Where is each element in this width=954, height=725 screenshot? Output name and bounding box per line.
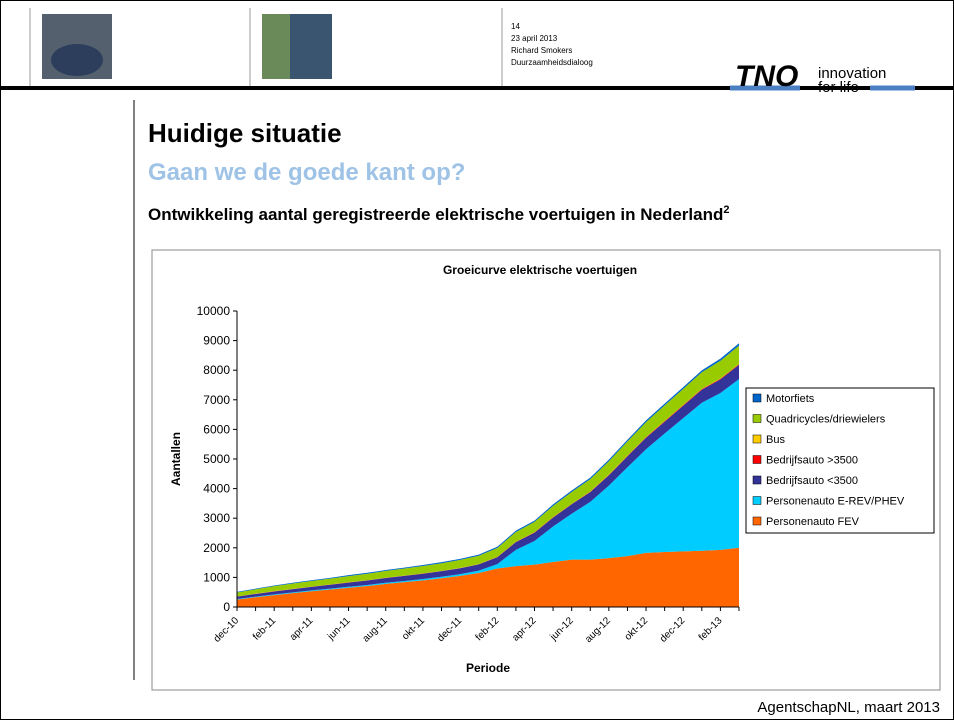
y-tick-label: 7000 — [203, 393, 230, 407]
logo: TNO — [735, 60, 798, 93]
satellite-photo-water — [290, 14, 332, 79]
legend-swatch — [753, 456, 761, 464]
y-tick-label: 6000 — [203, 422, 230, 436]
title: Huidige situatie — [148, 118, 342, 148]
heading-sup: 2 — [723, 204, 729, 216]
car-photo-detail — [51, 44, 103, 76]
x-axis-label: Periode — [466, 661, 510, 675]
y-tick-label: 3000 — [203, 511, 230, 525]
y-tick-label: 8000 — [203, 363, 230, 377]
legend-label: Bedrijfsauto >3500 — [766, 455, 858, 467]
heading: Ontwikkeling aantal geregistreerde elekt… — [148, 204, 729, 224]
legend-swatch — [753, 435, 761, 443]
slide-number: 14 — [511, 22, 520, 31]
slide-canvas: 14 23 april 2013 Richard Smokers Duurzaa… — [0, 0, 954, 720]
author: Richard Smokers — [511, 46, 572, 55]
legend-label: Bus — [766, 434, 785, 446]
tagline: for life — [818, 79, 859, 96]
date: 23 april 2013 — [511, 34, 558, 43]
event: Duurzaamheidsdialoog — [511, 58, 593, 67]
legend-swatch — [753, 476, 761, 484]
legend-label: Personenauto FEV — [766, 516, 860, 528]
legend-label: Bedrijfsauto <3500 — [766, 475, 858, 487]
legend-swatch — [753, 415, 761, 423]
heading-text: Ontwikkeling aantal geregistreerde elekt… — [148, 205, 723, 224]
y-tick-label: 1000 — [203, 570, 230, 584]
legend-label: Quadricycles/driewielers — [766, 414, 886, 426]
legend-swatch — [753, 394, 761, 402]
y-tick-label: 9000 — [203, 334, 230, 348]
y-tick-label: 0 — [223, 600, 230, 614]
y-tick-label: 4000 — [203, 482, 230, 496]
legend-swatch — [753, 497, 761, 505]
chart-title: Groeicurve elektrische voertuigen — [443, 263, 637, 277]
slide: 14 23 april 2013 Richard Smokers Duurzaa… — [0, 0, 954, 720]
y-tick-label: 2000 — [203, 541, 230, 555]
footer: AgentschapNL, maart 2013 — [757, 699, 940, 716]
legend-label: Personenauto E-REV/PHEV — [766, 496, 905, 508]
y-axis-label: Aantallen — [169, 432, 183, 486]
legend-swatch — [753, 517, 761, 525]
subtitle: Gaan we de goede kant op? — [148, 159, 465, 186]
y-tick-label: 5000 — [203, 452, 230, 466]
legend-label: Motorfiets — [766, 393, 815, 405]
y-tick-label: 10000 — [197, 304, 231, 318]
